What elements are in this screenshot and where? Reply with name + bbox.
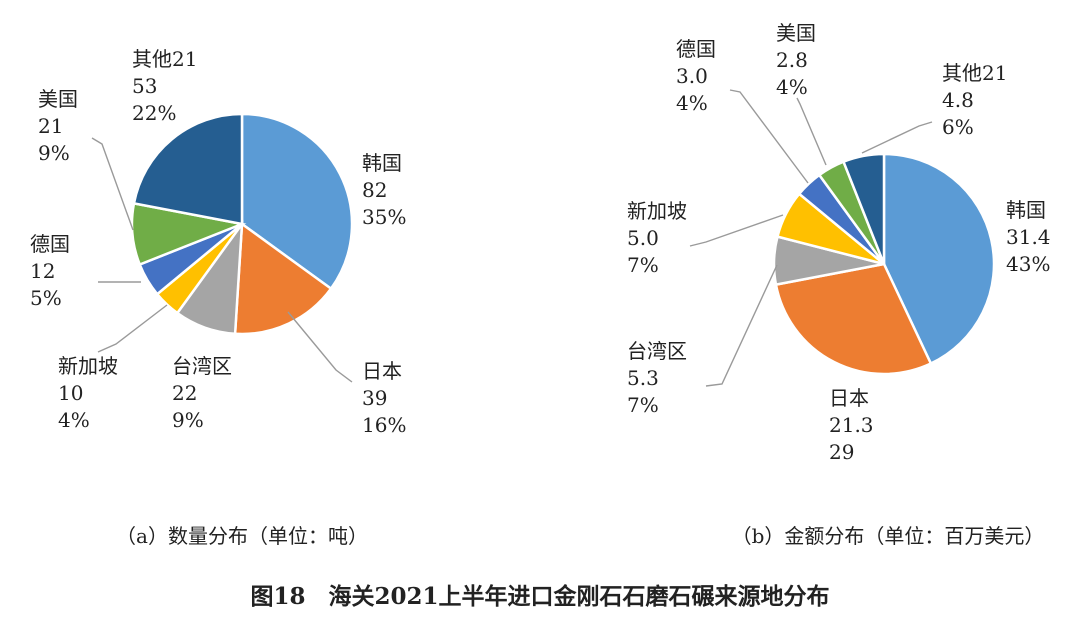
subcaption-amount: （b）金额分布（单位：百万美元） (732, 524, 1045, 548)
slice-value: 82 (362, 178, 387, 202)
data-label-korea: 韩国 31.4 43% (1006, 198, 1051, 276)
leader-line-germany (729, 89, 809, 184)
slice-value: 21 (38, 114, 63, 138)
pie-chart-amount: 韩国 31.4 43% 日本 21.3 29 台湾区 5.3 7% 新加坡 5.0 7% 德国 3.0 4%… (627, 21, 1051, 464)
slice-name: 德国 (30, 232, 70, 256)
leader-line-others (861, 121, 933, 154)
data-label-singapore: 新加坡 10 4% (58, 354, 118, 432)
data-label-usa: 美国 21 9% (38, 87, 78, 165)
slice-value: 39 (362, 386, 387, 410)
slice-name: 新加坡 (58, 354, 118, 378)
pie-slice-others (132, 112, 244, 226)
slice-value: 5.3 (627, 366, 659, 390)
slice-value: 2.8 (776, 48, 808, 72)
slice-name: 美国 (776, 21, 816, 45)
slice-percent: 6% (942, 115, 974, 139)
slice-percent: 35% (362, 205, 406, 229)
slice-name: 台湾区 (172, 354, 232, 378)
slice-name: 德国 (676, 37, 716, 61)
pie-slice-korea (882, 152, 996, 366)
slice-percent: 4% (58, 408, 90, 432)
data-label-germany: 德国 12 5% (30, 232, 70, 310)
slice-name: 其他21 (132, 47, 197, 71)
slice-name: 美国 (38, 87, 78, 111)
slice-value: 53 (132, 74, 157, 98)
slice-value: 4.8 (942, 88, 974, 112)
slice-name: 其他21 (942, 61, 1007, 85)
slice-percent: 4% (676, 91, 708, 115)
pie-slice-korea (240, 112, 354, 291)
leader-line-singapore (97, 304, 168, 353)
slice-value: 3.0 (676, 64, 708, 88)
slice-percent: 29 (829, 440, 854, 464)
slice-name: 日本 (362, 359, 402, 383)
pie-slice-japan (774, 262, 933, 376)
slice-value: 10 (58, 381, 83, 405)
leader-line-usa (796, 97, 827, 166)
data-label-singapore: 新加坡 5.0 7% (627, 199, 687, 277)
leader-line-taiwan (705, 264, 778, 387)
leader-line-usa (91, 137, 134, 231)
slice-name: 新加坡 (627, 199, 687, 223)
slice-name: 日本 (829, 386, 869, 410)
slice-value: 5.0 (627, 226, 659, 250)
slice-percent: 7% (627, 393, 659, 417)
slice-value: 21.3 (829, 413, 874, 437)
slice-percent: 5% (30, 286, 62, 310)
slice-value: 31.4 (1006, 225, 1051, 249)
slice-name: 台湾区 (627, 339, 687, 363)
data-label-germany: 德国 3.0 4% (676, 37, 716, 115)
slice-value: 22 (172, 381, 197, 405)
slice-percent: 7% (627, 253, 659, 277)
data-label-japan: 日本 39 16% (362, 359, 406, 437)
pie-slice-japan (233, 221, 333, 336)
data-label-usa: 美国 2.8 4% (776, 21, 816, 99)
data-label-others: 其他21 4.8 6% (942, 61, 1007, 139)
data-label-taiwan: 台湾区 22 9% (172, 354, 232, 432)
slice-name: 韩国 (1006, 198, 1046, 222)
slice-percent: 9% (38, 141, 70, 165)
slice-percent: 9% (172, 408, 204, 432)
slice-value: 12 (30, 259, 55, 283)
slice-percent: 43% (1006, 252, 1050, 276)
slice-percent: 16% (362, 413, 406, 437)
pie-chart-quantity: 韩国 82 35% 日本 39 16% 台湾区 22 9% 新加坡 10 4% 德国 12 5% 美国 21 9%… (30, 47, 406, 437)
leader-line-japan (287, 311, 353, 383)
leader-line-singapore (689, 214, 784, 247)
data-label-taiwan: 台湾区 5.3 7% (627, 339, 687, 417)
slice-name: 韩国 (362, 151, 402, 175)
subcaption-quantity: （a）数量分布（单位：吨） (116, 524, 368, 548)
data-label-japan: 日本 21.3 29 (829, 386, 874, 464)
slice-percent: 22% (132, 101, 176, 125)
data-label-others: 其他21 53 22% (132, 47, 197, 125)
data-label-korea: 韩国 82 35% (362, 151, 406, 229)
slice-percent: 4% (776, 75, 808, 99)
figure-caption: 图18 海关2021上半年进口金刚石石磨石碾来源地分布 (250, 583, 829, 610)
pie-slice-others (841, 152, 886, 265)
